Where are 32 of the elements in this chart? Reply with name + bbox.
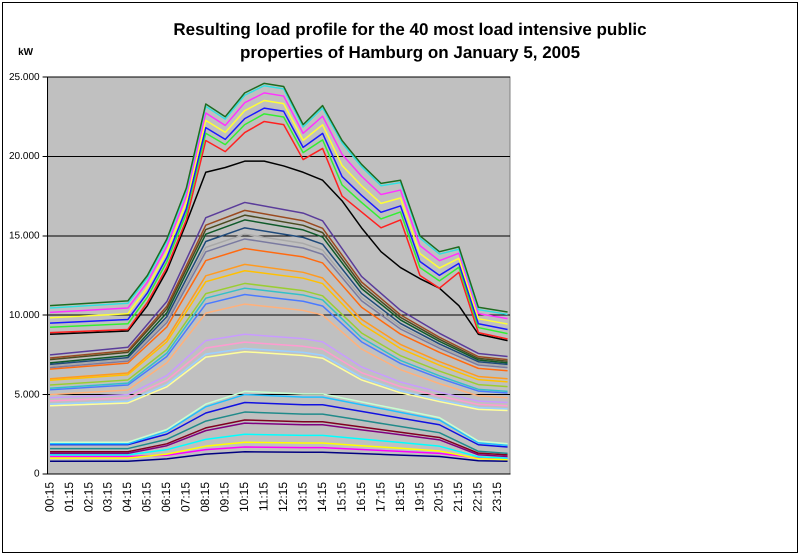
y-tick-label: 20.000	[8, 151, 40, 162]
x-tick-label: 03:15	[100, 482, 115, 512]
x-tick-label: 22:15	[470, 482, 485, 512]
x-tick-label: 23:15	[490, 482, 504, 512]
x-tick-label: 12:15	[276, 482, 290, 512]
x-tick-label: 13:15	[295, 482, 310, 512]
x-tick-label: 07:15	[178, 482, 193, 512]
x-tick-label: 01:15	[62, 482, 76, 512]
x-tick-label: 11:15	[256, 482, 271, 512]
x-tick-label: 20:15	[432, 482, 446, 512]
x-tick-label: 09:15	[218, 482, 232, 512]
y-axis-title: kW	[18, 47, 34, 58]
x-tick-label: 04:15	[120, 482, 134, 512]
y-tick-label: 25.000	[8, 72, 40, 83]
x-tick-label: 21:15	[451, 482, 466, 512]
x-tick-label: 10:15	[237, 482, 252, 512]
x-tick-label: 02:15	[81, 482, 96, 512]
y-tick-label: 15.000	[8, 230, 40, 242]
x-tick-label: 14:15	[314, 482, 329, 512]
x-tick-label: 19:15	[412, 482, 426, 512]
x-tick-label: 15:15	[334, 482, 348, 512]
x-tick-label: 05:15	[140, 482, 154, 512]
x-tick-label: 17:15	[373, 482, 388, 512]
y-tick-label: 5.000	[14, 389, 40, 400]
chart-title: Resulting load profile for the 40 most load intensive public properties of Hamburg on January 5, 2005	[172, 19, 648, 64]
y-tick-label: 10.000	[8, 310, 40, 321]
x-tick-label: 18:15	[392, 482, 407, 512]
x-tick-label: 00:15	[42, 482, 56, 512]
x-tick-label: 06:15	[159, 482, 174, 512]
x-tick-label: 08:15	[198, 482, 212, 512]
y-tick-label: 0	[34, 468, 40, 480]
x-tick-label: 16:15	[354, 482, 368, 512]
